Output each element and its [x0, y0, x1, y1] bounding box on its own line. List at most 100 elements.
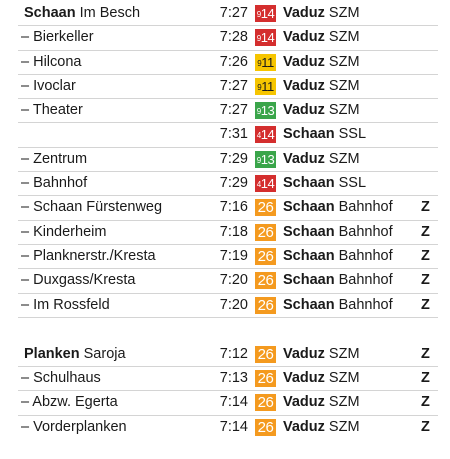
stop-name: – Vorderplanken — [21, 419, 127, 435]
stop-place: – Im Rossfeld — [21, 296, 110, 313]
destination-town: Schaan — [283, 296, 335, 313]
table-row: – Theater 7:27 913 Vaduz SZM — [18, 99, 438, 124]
destination-place: SZM — [324, 102, 360, 119]
stop-place: – Hilcona — [21, 53, 82, 70]
table-row: – Abzw. Egerta 7:14 26 Vaduz SZM Z — [18, 391, 438, 416]
destination: Vaduz SZM — [283, 419, 360, 435]
destination-town: Vaduz — [283, 394, 325, 411]
stop-name: – Zentrum — [21, 151, 87, 167]
destination: Schaan SSL — [283, 175, 366, 191]
destination-place: SZM — [324, 77, 360, 94]
stop-name: – Bierkeller — [21, 29, 94, 45]
note-marker: Z — [421, 296, 430, 313]
departure-time: 7:14 — [219, 394, 248, 411]
stop-place: – Abzw. Egerta — [21, 394, 118, 411]
departure-time: 7:20 — [219, 296, 248, 313]
destination: Vaduz SZM — [283, 102, 360, 118]
line-badge: 913 — [255, 150, 276, 168]
departure-time: 7:27 — [219, 77, 248, 94]
destination-place: SZM — [324, 29, 360, 46]
line-number: 14 — [260, 30, 275, 46]
note-marker: Z — [421, 199, 430, 216]
destination-town: Vaduz — [283, 77, 325, 94]
stop-name: – Theater — [21, 102, 83, 118]
stop-place: – Theater — [21, 102, 83, 119]
departure-time: 7:16 — [219, 199, 248, 216]
destination-place: SZM — [324, 345, 360, 362]
note-marker: Z — [421, 345, 430, 362]
departure-time: 7:12 — [219, 345, 248, 362]
stop-name: – Schaan Fürstenweg — [21, 199, 162, 215]
departure-time: 7:27 — [219, 102, 248, 119]
stop-name: – Duxgass/Kresta — [21, 272, 135, 288]
departure-time: 7:19 — [219, 247, 248, 264]
line-number: 13 — [260, 151, 275, 167]
destination: Schaan SSL — [283, 126, 366, 142]
line-badge: 26 — [255, 345, 276, 363]
line-number: 26 — [257, 296, 274, 314]
stop-place: – Planknerstr./Kresta — [21, 247, 156, 264]
table-row: Schaan Im Besch 7:27 914 Vaduz SZM — [18, 2, 438, 27]
destination-place: SSL — [334, 126, 367, 143]
line-badge: 913 — [255, 102, 276, 120]
destination-town: Schaan — [283, 126, 335, 143]
line-number: 11 — [261, 78, 274, 94]
departure-time: 7:20 — [219, 272, 248, 289]
table-row: – Ivoclar 7:27 911 Vaduz SZM — [18, 75, 438, 100]
stop-name: – Kinderheim — [21, 224, 106, 240]
stop-town: Schaan — [24, 5, 76, 21]
destination-town: Vaduz — [283, 418, 325, 435]
destination: Vaduz SZM — [283, 346, 360, 362]
section-planken: Planken Saroja 7:12 26 Vaduz SZM Z – Schulhau… — [18, 343, 438, 440]
stop-name: – Ivoclar — [21, 78, 76, 94]
note-marker: Z — [421, 418, 430, 435]
departure-time: 7:28 — [219, 29, 248, 46]
stop-place: Saroja — [79, 345, 126, 362]
line-number: 26 — [257, 345, 274, 363]
destination: Vaduz SZM — [283, 5, 360, 21]
destination-town: Vaduz — [283, 29, 325, 46]
line-number: 26 — [257, 199, 274, 217]
timetable: Schaan Im Besch 7:27 914 Vaduz SZM – Bierkel… — [18, 2, 438, 440]
stop-place: – Duxgass/Kresta — [21, 272, 136, 289]
destination: Schaan Bahnhof — [283, 297, 393, 313]
destination-town: Schaan — [283, 223, 335, 240]
table-row: Planken Saroja 7:12 26 Vaduz SZM Z — [18, 343, 438, 368]
destination-town: Schaan — [283, 175, 335, 192]
table-row: – Bierkeller 7:28 914 Vaduz SZM — [18, 26, 438, 51]
destination-place: SZM — [324, 53, 360, 70]
table-row: – Planknerstr./Kresta 7:19 26 Schaan Bahnho… — [18, 245, 438, 270]
line-badge: 911 — [255, 77, 276, 95]
line-badge: 26 — [255, 272, 276, 290]
departure-time: 7:26 — [219, 53, 248, 70]
line-badge: 914 — [255, 29, 276, 47]
destination: Vaduz SZM — [283, 78, 360, 94]
destination-town: Vaduz — [283, 150, 325, 167]
table-row: – Vorderplanken 7:14 26 Vaduz SZM Z — [18, 416, 438, 440]
line-number: 13 — [260, 103, 275, 119]
table-row: – Schaan Fürstenweg 7:16 26 Schaan Bahnhof Z — [18, 196, 438, 221]
table-row: – Kinderheim 7:18 26 Schaan Bahnhof Z — [18, 221, 438, 245]
line-number: 26 — [257, 223, 274, 241]
line-badge: 414 — [255, 175, 276, 193]
line-prefix: 9 — [257, 58, 262, 68]
line-badge: 26 — [255, 370, 276, 388]
stop-name: Schaan Im Besch — [24, 5, 140, 21]
destination-place: Bahnhof — [334, 223, 393, 240]
line-prefix: 4 — [256, 131, 261, 141]
stop-name: – Abzw. Egerta — [21, 394, 118, 410]
departure-time: 7:14 — [219, 418, 248, 435]
destination-town: Vaduz — [283, 53, 325, 70]
stop-place: – Schulhaus — [21, 370, 101, 387]
destination-place: Bahnhof — [334, 199, 393, 216]
destination-town: Vaduz — [283, 102, 325, 119]
destination: Schaan Bahnhof — [283, 248, 393, 264]
destination-place: SZM — [324, 418, 360, 435]
line-number: 26 — [257, 272, 274, 290]
table-row: – Duxgass/Kresta 7:20 26 Schaan Bahnhof Z — [18, 269, 438, 294]
stop-name: – Im Rossfeld — [21, 297, 110, 313]
line-number: 14 — [260, 127, 275, 143]
table-row: 7:31 414 Schaan SSL — [18, 123, 438, 148]
line-prefix: 4 — [256, 180, 261, 190]
stop-place: – Kinderheim — [21, 223, 107, 240]
